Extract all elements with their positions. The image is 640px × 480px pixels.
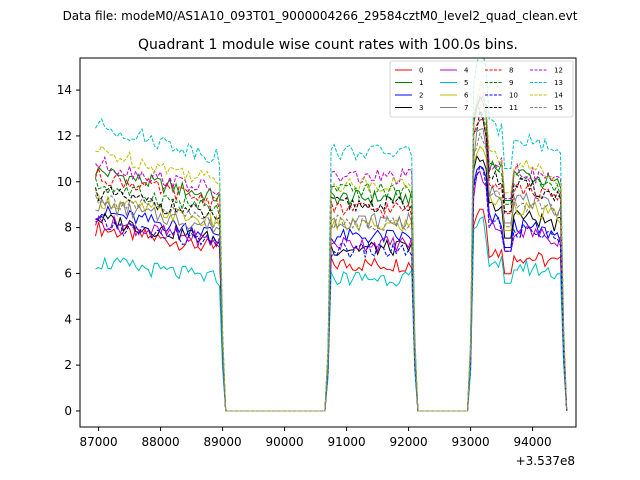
suptitle: Data file: modeM0/AS1A10_093T01_90000042… [63, 9, 578, 23]
y-tick-label: 14 [57, 83, 72, 97]
y-tick-label: 6 [64, 266, 72, 280]
series-line-14 [95, 83, 568, 412]
x-tick-label: 94000 [514, 435, 552, 449]
chart-title: Quadrant 1 module wise count rates with … [138, 37, 518, 53]
series-line-8 [95, 118, 568, 412]
x-tick-label: 92000 [390, 435, 428, 449]
plot-frame [79, 57, 577, 428]
x-offset-label: +3.537e8 [516, 454, 575, 468]
series-line-6 [95, 145, 568, 412]
legend-label-13: 13 [554, 79, 563, 87]
legend-label-8: 8 [509, 67, 513, 75]
x-tick-label: 89000 [204, 435, 242, 449]
series-layer [95, 58, 568, 412]
series-line-0 [95, 208, 568, 412]
legend-label-3: 3 [419, 104, 423, 112]
legend-label-9: 9 [509, 79, 513, 87]
legend-frame [389, 60, 574, 118]
legend-label-14: 14 [554, 92, 563, 100]
x-tick-label: 87000 [80, 435, 118, 449]
x-axis: 87000 88000 89000 90000 91000 92000 93000 94000 [80, 427, 552, 449]
legend-label-15: 15 [554, 104, 563, 112]
y-tick-label: 2 [64, 358, 72, 372]
series-line-2 [95, 165, 568, 412]
legend-label-10: 10 [509, 92, 518, 100]
legend-label-12: 12 [554, 67, 563, 75]
legend-label-2: 2 [419, 92, 423, 100]
y-tick-label: 0 [64, 404, 72, 418]
x-tick-label: 90000 [266, 435, 304, 449]
x-tick-label: 88000 [142, 435, 180, 449]
series-line-13 [95, 58, 568, 412]
legend-label-6: 6 [464, 92, 469, 100]
y-axis: 0 2 4 6 8 10 12 14 [57, 83, 80, 418]
legend-label-5: 5 [464, 79, 468, 87]
x-tick-label: 91000 [328, 435, 366, 449]
legend-label-7: 7 [464, 104, 468, 112]
series-line-5 [95, 216, 568, 412]
legend-label-11: 11 [509, 104, 518, 112]
series-line-1 [95, 95, 568, 412]
legend-label-1: 1 [419, 79, 423, 87]
x-tick-label: 93000 [452, 435, 490, 449]
legend-label-4: 4 [464, 67, 469, 75]
y-tick-label: 8 [64, 221, 72, 235]
series-line-12 [95, 95, 568, 412]
series-line-11 [95, 110, 568, 412]
series-line-10 [95, 165, 568, 412]
y-tick-label: 10 [57, 175, 72, 189]
series-line-15 [95, 131, 568, 412]
y-tick-label: 12 [57, 129, 72, 143]
y-tick-label: 4 [64, 312, 72, 326]
legend-label-0: 0 [419, 67, 423, 75]
